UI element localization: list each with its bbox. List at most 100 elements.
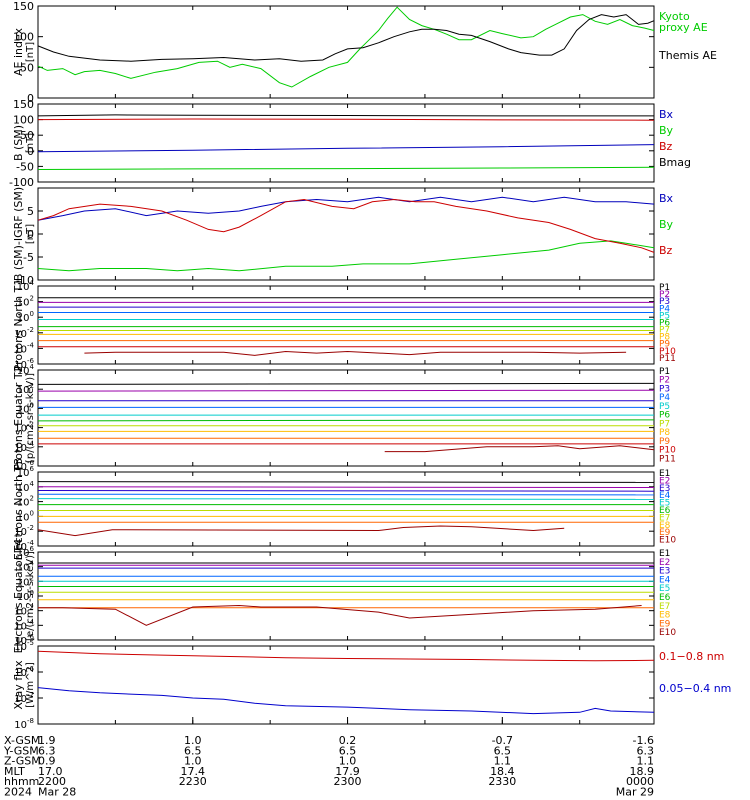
y-axis-label: Protons Equator T2 xyxy=(12,365,25,470)
panel-bsm: -100 -50 0 50 100 150 B (SM) [nT] Bx By Bz Bmag xyxy=(9,98,691,189)
y-tick-label: 10-2 xyxy=(14,524,34,538)
y-tick-label: 102 xyxy=(17,382,34,396)
x-row-value: 1.9 xyxy=(38,734,56,747)
panel-frame xyxy=(37,645,655,725)
legend-label-e9: E9 xyxy=(659,619,671,629)
panel-frame xyxy=(37,103,655,183)
legend-label-e10: E10 xyxy=(659,536,676,546)
y-tick-label: 10-6 xyxy=(14,459,34,473)
panel-digrf: -10 -5 0 5B (SM)-IGRF (SM) [nT] Bx By Bz xyxy=(12,187,674,287)
legend-label-p7: P7 xyxy=(659,326,670,336)
x-row-value: -1.6 xyxy=(633,734,654,747)
series-line-e1 xyxy=(37,481,655,483)
legend-label-p7: P7 xyxy=(659,419,670,429)
legend-label-p6: P6 xyxy=(659,318,670,328)
y-tick-label: 106 xyxy=(17,465,35,479)
x-row-value: 2230 xyxy=(179,775,207,788)
series-line-e5 xyxy=(37,498,655,500)
legend-label-p10: P10 xyxy=(659,446,676,456)
y-tick-label: 104 xyxy=(17,363,35,377)
y-tick-label: -10 xyxy=(16,274,34,287)
x-row-value: Mar 29 xyxy=(616,786,654,799)
series-line-e10 xyxy=(37,525,565,537)
x-row-value: 2330 xyxy=(488,775,516,788)
y-axis-label: B (SM) xyxy=(12,125,25,161)
legend-label-p11: P11 xyxy=(659,354,676,364)
x-row-name: Z-GSM xyxy=(4,755,41,768)
y-tick-label: 10-6 xyxy=(14,633,34,647)
legend-label-p9: P9 xyxy=(659,437,670,447)
series-line-bz xyxy=(37,198,655,253)
legend-label-e6: E6 xyxy=(659,506,671,516)
y-axis-unit: [W/m^2] xyxy=(25,662,36,708)
y-axis-unit: [e/(cm2-sr-s-keV)] xyxy=(25,551,36,641)
y-tick-label: 104 xyxy=(17,480,35,494)
legend-label-e2: E2 xyxy=(659,558,670,568)
y-axis-label: Xray flux xyxy=(12,660,25,710)
legend-label-bmag: Bmag xyxy=(659,156,691,169)
y-tick-label: 10-4 xyxy=(14,539,34,553)
x-row-value: Mar 28 xyxy=(38,786,76,799)
x-row-value: 2300 xyxy=(334,775,362,788)
x-row-value: 1.1 xyxy=(494,755,512,768)
x-row-value: 1.0 xyxy=(184,734,202,747)
legend-label-e1: E1 xyxy=(659,469,670,479)
x-row-value: 6.5 xyxy=(339,744,357,757)
series-line-p2 xyxy=(37,389,655,392)
legend-label-kyoto-proxy-ae: proxy AE xyxy=(659,21,708,34)
x-row-name: Y-GSM xyxy=(3,744,39,757)
legend-label-e3: E3 xyxy=(659,484,670,494)
legend-label-e3: E3 xyxy=(659,567,670,577)
y-axis-unit: [nT] xyxy=(25,133,36,153)
legend-label-e5: E5 xyxy=(659,584,670,594)
legend-label-bx: Bx xyxy=(659,108,674,121)
y-tick-label: 50 xyxy=(20,61,34,74)
x-row-value: 2200 xyxy=(38,775,66,788)
panel-frame xyxy=(37,5,655,99)
legend-label-bz: Bz xyxy=(659,244,673,257)
y-tick-label: 10-2 xyxy=(14,421,34,435)
panel-frame xyxy=(37,369,655,467)
legend-label-e7: E7 xyxy=(659,513,670,523)
legend-label-0-1-0-8-nm: 0.1−0.8 nm xyxy=(659,650,724,663)
legend-label-by: By xyxy=(659,218,674,231)
y-tick-label: 10-2 xyxy=(14,326,34,340)
series-line-themis-ae xyxy=(37,14,655,62)
x-row-value: 6.5 xyxy=(494,744,512,757)
series-line-kyoto-proxy-ae xyxy=(37,6,655,88)
x-row-value: 6.5 xyxy=(184,744,202,757)
y-tick-label: 102 xyxy=(17,495,34,509)
legend-label-p3: P3 xyxy=(659,297,670,307)
y-tick-label: -100 xyxy=(9,176,34,189)
legend-label-e8: E8 xyxy=(659,521,671,531)
legend-label-bz: Bz xyxy=(659,140,673,153)
series-line-p6 xyxy=(37,419,655,422)
panel-frame xyxy=(37,285,655,365)
x-row-name: X-GSM xyxy=(4,734,40,747)
y-axis-unit: [p/(cm2-sr-s-keV)] xyxy=(25,373,36,463)
legend-label-p4: P4 xyxy=(659,304,670,314)
y-tick-label: 10-6 xyxy=(14,357,34,371)
legend-label-e2: E2 xyxy=(659,476,670,486)
legend-label-0-05-0-4-nm: 0.05−0.4 nm xyxy=(659,682,731,695)
y-tick-label: 100 xyxy=(17,509,34,523)
x-row-value: 18.9 xyxy=(630,765,655,778)
y-tick-label: 10-4 xyxy=(14,341,34,355)
x-row-value: 17.0 xyxy=(38,765,63,778)
legend-label-e1: E1 xyxy=(659,549,670,559)
legend-label-p6: P6 xyxy=(659,411,670,421)
legend-label-p2: P2 xyxy=(659,290,670,300)
y-tick-label: 0 xyxy=(27,92,34,105)
x-row-value: 17.4 xyxy=(181,765,206,778)
legend-label-p11: P11 xyxy=(659,454,676,464)
y-tick-label: 100 xyxy=(17,310,34,324)
legend-label-p5: P5 xyxy=(659,311,670,321)
y-axis-label: Electrons Equator T4 xyxy=(12,539,25,654)
series-line-p1 xyxy=(37,382,655,385)
